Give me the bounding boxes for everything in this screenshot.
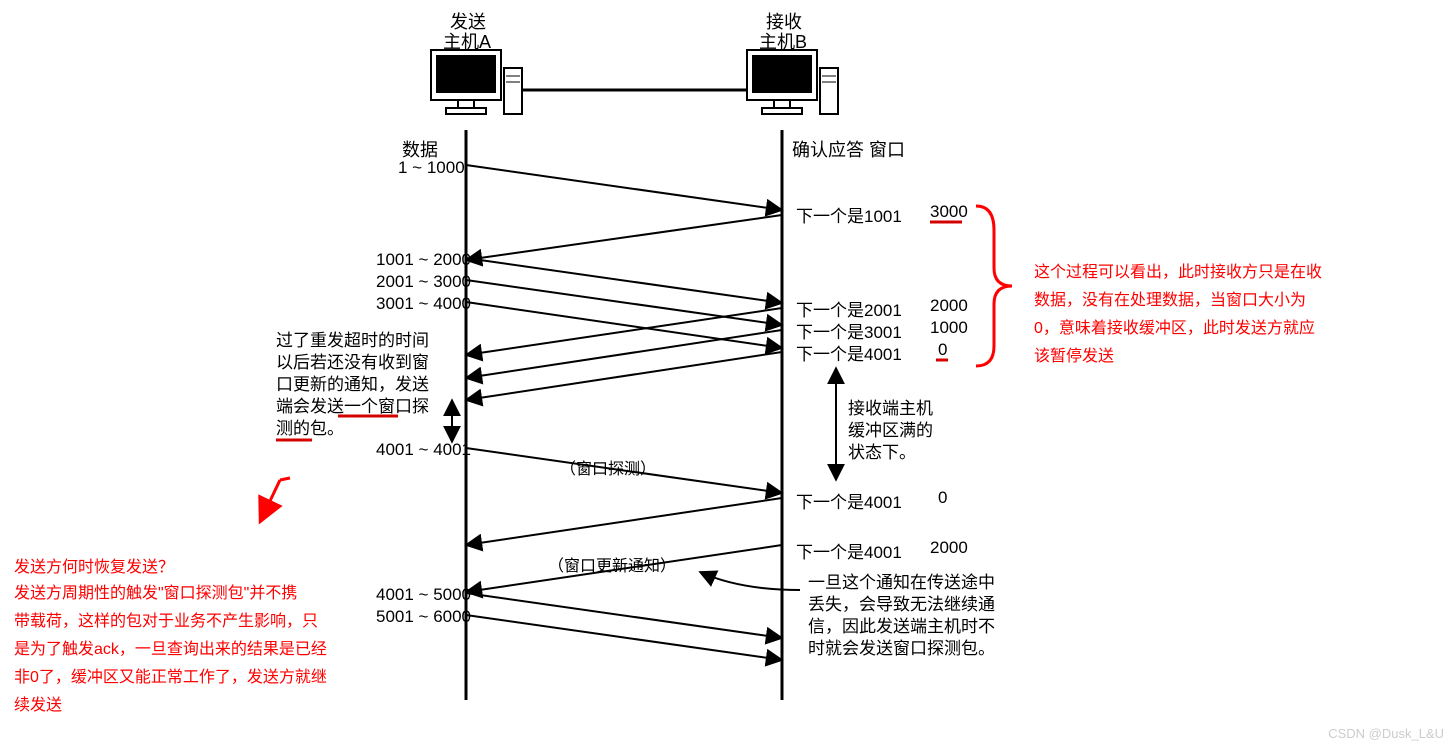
ack6-next: 下一个是4001 bbox=[796, 538, 902, 563]
buffer-full-note: 接收端主机 缓冲区满的 状态下。 bbox=[848, 398, 933, 464]
header-ack: 确认应答 窗口 bbox=[792, 136, 905, 162]
seg-4: 3001 ~ 4000 bbox=[376, 294, 471, 314]
receiver-label-2: 主机B bbox=[759, 28, 807, 54]
seg-5: 4001 ~ 5000 bbox=[376, 585, 471, 605]
probe-label: （窗口探测） bbox=[560, 455, 656, 479]
seg-3: 2001 ~ 3000 bbox=[376, 272, 471, 292]
seg-6: 5001 ~ 6000 bbox=[376, 607, 471, 627]
annotation-left-title: 发送方何时恢复发送？ bbox=[14, 553, 174, 577]
ack4-next: 下一个是4001 bbox=[796, 340, 902, 365]
retry-note: 过了重发超时的时间 以后若还没有收到窗 口更新的通知，发送 端会发送一个窗口探 … bbox=[276, 330, 429, 440]
annotation-left-body: 发送方周期性的触发"窗口探测包"并不携 带载荷，这样的包对于业务不产生影响，只 … bbox=[14, 580, 327, 720]
ack2-win: 2000 bbox=[930, 296, 968, 316]
seg-2: 1001 ~ 2000 bbox=[376, 250, 471, 270]
ack6-win: 2000 bbox=[930, 538, 968, 558]
annotation-right: 这个过程可以看出，此时接收方只是在收 数据，没有在处理数据，当窗口大小为 0，意… bbox=[1034, 259, 1322, 371]
ack3-win: 1000 bbox=[930, 318, 968, 338]
ack5-next: 下一个是4001 bbox=[796, 488, 902, 513]
lost-notice: 一旦这个通知在传送途中 丢失，会导致无法继续通 信，因此发送端主机时不 时就会发… bbox=[808, 572, 995, 660]
sender-label-2: 主机A bbox=[443, 28, 491, 54]
ack4-win: 0 bbox=[938, 340, 947, 360]
ack5-win: 0 bbox=[938, 488, 947, 508]
watermark: CSDN @Dusk_L&U bbox=[1328, 726, 1444, 741]
seg-1: 1 ~ 1000 bbox=[398, 158, 465, 178]
seg-probe: 4001 ~ 4001 bbox=[376, 440, 471, 460]
ack1-next: 下一个是1001 bbox=[796, 202, 902, 227]
update-label: （窗口更新通知） bbox=[548, 552, 676, 576]
ack1-win: 3000 bbox=[930, 202, 968, 222]
